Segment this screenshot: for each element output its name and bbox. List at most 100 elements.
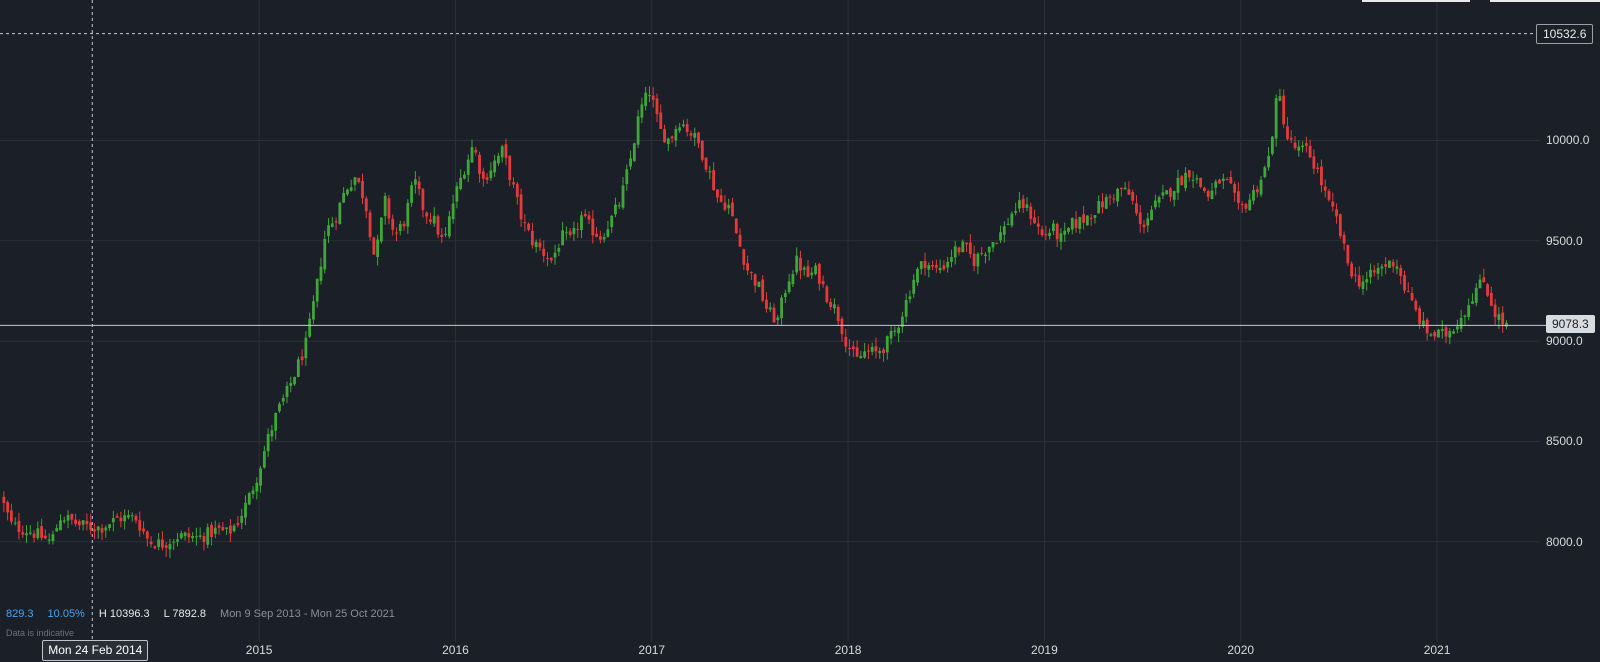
candle-body: [965, 242, 968, 245]
candle-body: [1176, 177, 1180, 193]
candle-body: [534, 242, 538, 248]
candle-body: [523, 222, 527, 224]
candle-body: [576, 228, 580, 230]
candle-body: [583, 213, 587, 217]
candle-body: [1365, 279, 1369, 283]
candle-body: [338, 202, 342, 224]
candle-body: [240, 515, 244, 523]
candle-body: [753, 274, 757, 286]
candle-body: [244, 502, 247, 518]
candle-body: [1074, 219, 1078, 229]
candle-body: [625, 169, 629, 184]
candle-body: [447, 216, 451, 237]
candle-body: [379, 217, 383, 242]
candle-body: [1289, 137, 1293, 140]
candle-body: [833, 304, 836, 309]
candle-body: [1119, 187, 1123, 189]
candle-body: [81, 520, 85, 525]
candle-body: [968, 242, 972, 254]
candle-body: [727, 204, 731, 209]
candle-body: [1444, 327, 1448, 337]
candle-body: [489, 170, 493, 179]
candle-body: [1372, 270, 1376, 273]
crosshair-date-label: Mon 24 Feb 2014: [42, 640, 149, 661]
candle-body: [145, 531, 149, 539]
candle-body: [546, 258, 549, 260]
candle-body: [742, 249, 746, 265]
candle-body: [995, 242, 999, 244]
candle-body: [568, 231, 572, 235]
candle-body: [515, 183, 519, 197]
candle-body: [1229, 176, 1233, 184]
crosshair-price-label: 10532.6: [1536, 23, 1594, 44]
candle-body: [259, 468, 262, 486]
candle-body: [663, 129, 666, 143]
candle-body: [232, 525, 236, 532]
candle-body: [346, 189, 349, 195]
candle-body: [21, 532, 25, 535]
candle-body: [1104, 197, 1108, 209]
candle-body: [55, 528, 59, 532]
candle-body: [704, 157, 708, 170]
candle-body: [425, 212, 429, 217]
candle-body: [296, 359, 300, 378]
candle-body: [168, 544, 172, 550]
candle-body: [1293, 142, 1297, 148]
candle-body: [123, 515, 127, 522]
candle-body: [1052, 223, 1055, 232]
chart-grid: [0, 0, 1540, 642]
candle-body: [1414, 300, 1418, 310]
candle-body: [870, 346, 874, 352]
candle-body: [746, 263, 749, 271]
candle-body: [1067, 227, 1070, 232]
candle-body: [289, 382, 293, 386]
candle-body: [376, 239, 380, 258]
candle-body: [270, 430, 274, 437]
change-percent: 10.05%: [47, 608, 85, 620]
candle-body: [1044, 234, 1048, 236]
candle-body: [440, 234, 444, 237]
candle-body: [1203, 187, 1206, 191]
candle-body: [66, 515, 70, 521]
candle-body: [1270, 136, 1274, 154]
candle-body: [485, 177, 489, 180]
candle-body: [274, 412, 278, 431]
candle-body: [406, 202, 410, 227]
candle-body: [772, 307, 776, 323]
candle-body: [1282, 95, 1286, 125]
candle-body: [372, 237, 376, 255]
x-tick-label: 2019: [1031, 643, 1058, 657]
candle-body: [682, 124, 685, 127]
candle-body: [1240, 203, 1244, 205]
candle-body: [1448, 331, 1452, 338]
candle-body: [1225, 178, 1229, 180]
candle-body: [791, 274, 795, 285]
candle-body: [508, 155, 512, 181]
candle-body: [1501, 312, 1505, 325]
candle-body: [1021, 198, 1025, 208]
candle-body: [395, 232, 398, 234]
candle-body: [308, 318, 312, 337]
candle-body: [927, 265, 931, 270]
candle-body: [383, 195, 387, 216]
candle-body: [844, 336, 848, 347]
candle-body: [1255, 189, 1259, 193]
candle-body: [1165, 190, 1169, 195]
candle-body: [678, 127, 682, 131]
candle-body: [1059, 233, 1063, 242]
candle-body: [1184, 172, 1187, 189]
candle-body: [1418, 308, 1422, 324]
candle-body: [43, 535, 47, 539]
candle-body: [851, 346, 855, 350]
candle-body: [598, 236, 602, 240]
candle-body: [1286, 126, 1289, 140]
candle-body: [247, 493, 251, 505]
candle-body: [1421, 320, 1425, 325]
candle-body: [715, 189, 719, 198]
candle-body: [115, 515, 119, 518]
candle-body: [323, 238, 327, 270]
candle-body: [953, 246, 957, 258]
candle-body: [527, 223, 531, 230]
candle-body: [293, 377, 296, 385]
